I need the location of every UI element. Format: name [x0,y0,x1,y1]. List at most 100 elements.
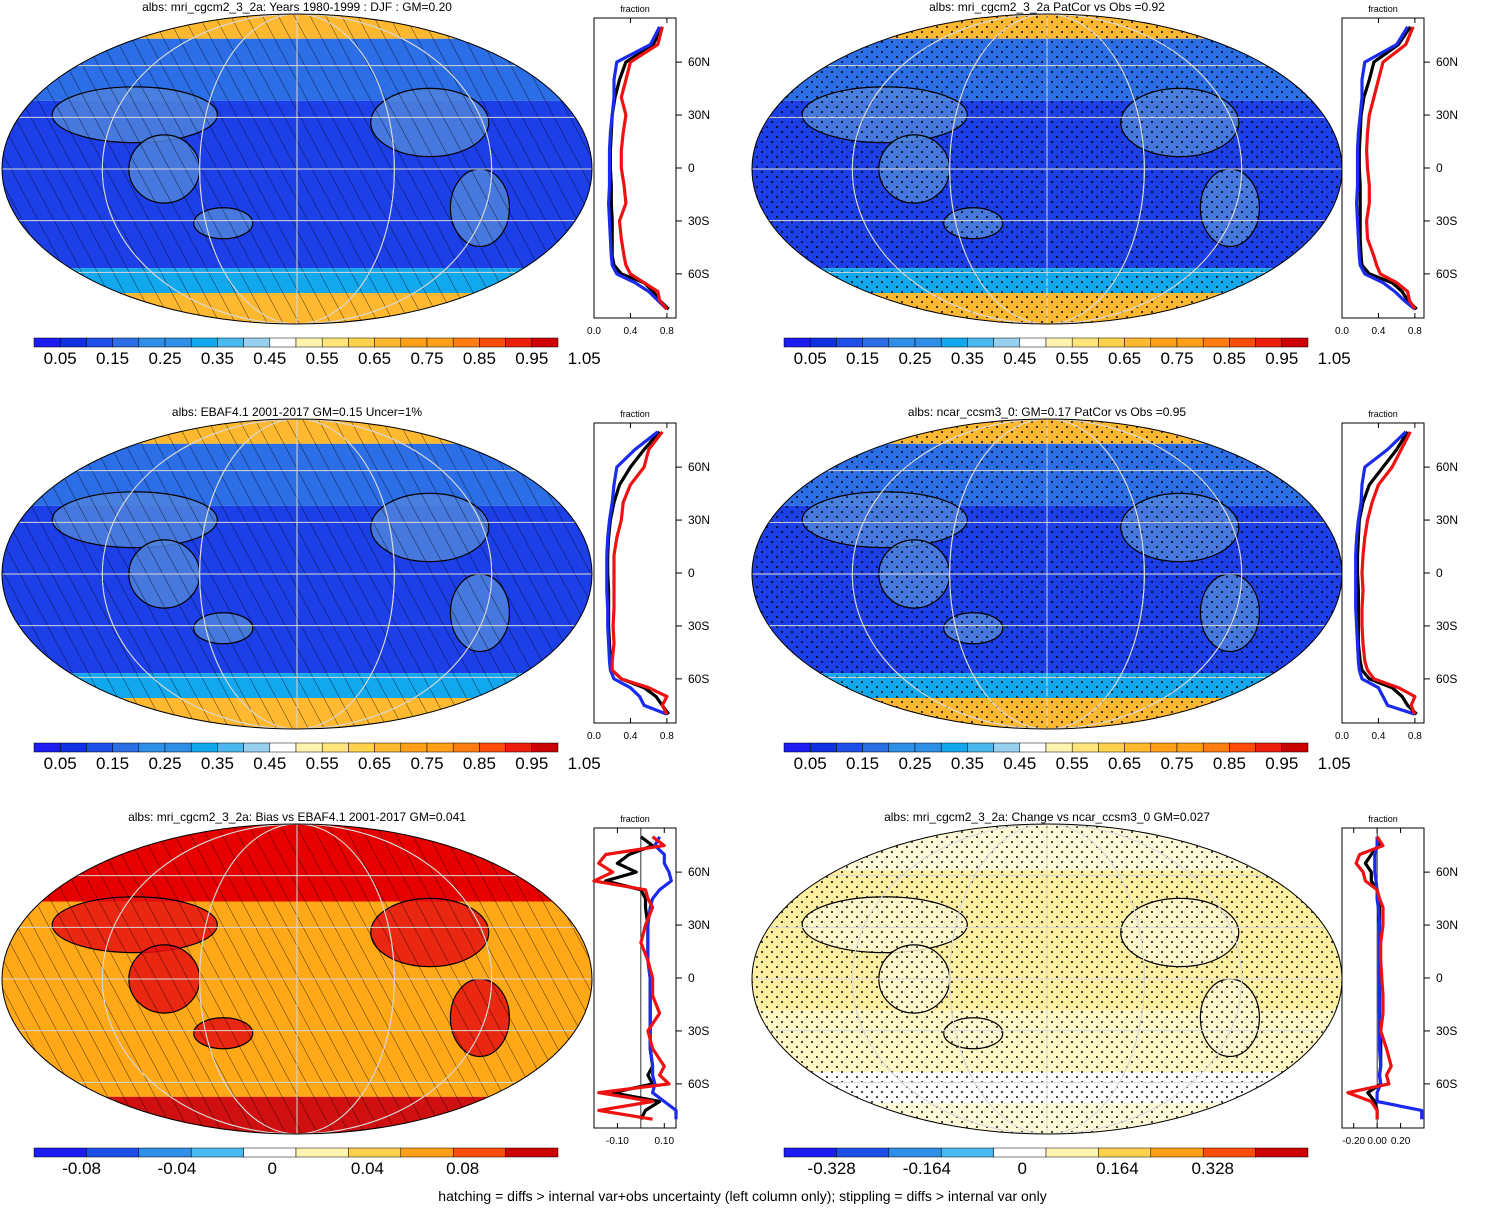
colorbar-label: 0.55 [306,349,339,368]
zonal-axis-title: fraction [620,409,650,419]
colorbar-segment [138,337,166,348]
lat-tick-label: 60N [1436,55,1458,69]
colorbar-label: 0.35 [951,349,984,368]
colorbar-label: 0.15 [96,754,129,773]
colorbar-label: 0.05 [44,754,77,773]
colorbar-segment [809,337,837,348]
colorbar-segment [1176,337,1204,348]
colorbar-segment [783,1147,837,1158]
colorbar-segment [269,742,297,753]
colorbar-label: 0.15 [846,754,879,773]
lat-tick-label: 30N [1436,108,1458,122]
colorbar-segment [914,742,942,753]
colorbar-label: 0.85 [463,754,496,773]
x-tick-label: 0.0 [1335,731,1349,742]
colorbar-label: 0.25 [898,754,931,773]
colorbar-label: 0.85 [1213,754,1246,773]
zonal-line [1354,430,1416,716]
colorbar-label: 0.55 [306,754,339,773]
colorbar-segment [1255,1147,1309,1158]
footer-note: hatching = diffs > internal var+obs unce… [438,1188,1047,1204]
colorbar-segment [452,337,480,348]
lat-tick-label: 30N [688,918,710,932]
zonal-line [1355,430,1418,716]
colorbar-segment [1071,337,1099,348]
zonal-line [605,430,668,716]
colorbar-segment [33,742,61,753]
lat-tick-label: 0 [688,971,695,985]
lat-tick-label: 60N [688,55,710,69]
colorbar-segment [190,337,218,348]
meridian [199,824,395,1134]
colorbar-segment [1255,337,1283,348]
colorbar-label: -0.04 [158,1159,197,1178]
colorbar-segment [426,742,454,753]
meridian [101,14,493,324]
lat-tick-label: 60N [1436,865,1458,879]
colorbar-segment [190,1147,244,1158]
colorbar-segment [531,337,559,348]
colorbar-label: 0.08 [446,1159,479,1178]
colorbar-label: 0.45 [1003,349,1036,368]
colorbar-segment [400,742,428,753]
colorbar-segment [243,1147,297,1158]
colorbar-label: 0.65 [358,349,391,368]
meridian [949,419,1145,729]
colorbar-segment [914,337,942,348]
colorbar-segment [243,742,271,753]
colorbar-label: -0.08 [62,1159,101,1178]
panel-title: albs: mri_cgcm2_3_2a: Years 1980-1999 : … [142,0,452,14]
meridian [851,419,1243,729]
colorbar-segment [783,337,811,348]
meridian [101,824,493,1134]
panel-title: albs: ncar_ccsm3_0: GM=0.17 PatCor vs Ob… [908,405,1186,419]
x-tick-label: 0.4 [623,326,637,337]
colorbar-segment [86,1147,140,1158]
colorbar-segment [1019,742,1047,753]
colorbar-segment [138,742,166,753]
colorbar-segment [1124,742,1152,753]
colorbar-label: 0.35 [951,754,984,773]
colorbar-segment [86,337,113,348]
meridian [851,824,1243,1134]
colorbar-segment [59,337,87,348]
colorbar-segment [190,742,218,753]
colorbar-label: 0.75 [410,754,443,773]
colorbar-segment [86,742,113,753]
colorbar-segment [1229,742,1256,753]
x-tick-label: 0.8 [660,326,674,337]
zonal-line [606,26,669,311]
panel-title: albs: EBAF4.1 2001-2017 GM=0.15 Uncer=1% [172,405,422,419]
lat-tick-label: 30S [688,214,709,228]
zonal-line [617,26,669,311]
colorbar-label: 0 [1017,1159,1026,1178]
colorbar-segment [1202,1147,1256,1158]
colorbar-segment [783,742,811,753]
colorbar-label: 0.45 [253,349,286,368]
colorbar-segment [505,1147,559,1158]
colorbar-label: 0.35 [201,754,234,773]
colorbar-segment [59,742,87,753]
colorbar-segment [374,742,402,753]
map-outline [1,418,593,730]
colorbar-label: 0.75 [1160,754,1193,773]
colorbar-segment [295,1147,349,1158]
lat-tick-label: 0 [688,566,695,580]
colorbar-segment [993,337,1021,348]
colorbar-segment [479,742,506,753]
meridian [199,419,395,729]
zonal-line [1360,431,1417,715]
colorbar-label: -0.328 [808,1159,856,1178]
colorbar-segment [1071,742,1099,753]
colorbar-segment [1281,742,1309,753]
colorbar-segment [1150,337,1178,348]
x-tick-label: -0.10 [606,1136,629,1147]
colorbar-segment [1045,1147,1099,1158]
meridian [851,14,1243,324]
x-tick-label: 0.4 [1371,326,1385,337]
colorbar-segment [1045,742,1073,753]
colorbar-segment [836,742,863,753]
colorbar-segment [1229,337,1256,348]
map-outline [1,13,593,325]
colorbar-segment [321,742,349,753]
